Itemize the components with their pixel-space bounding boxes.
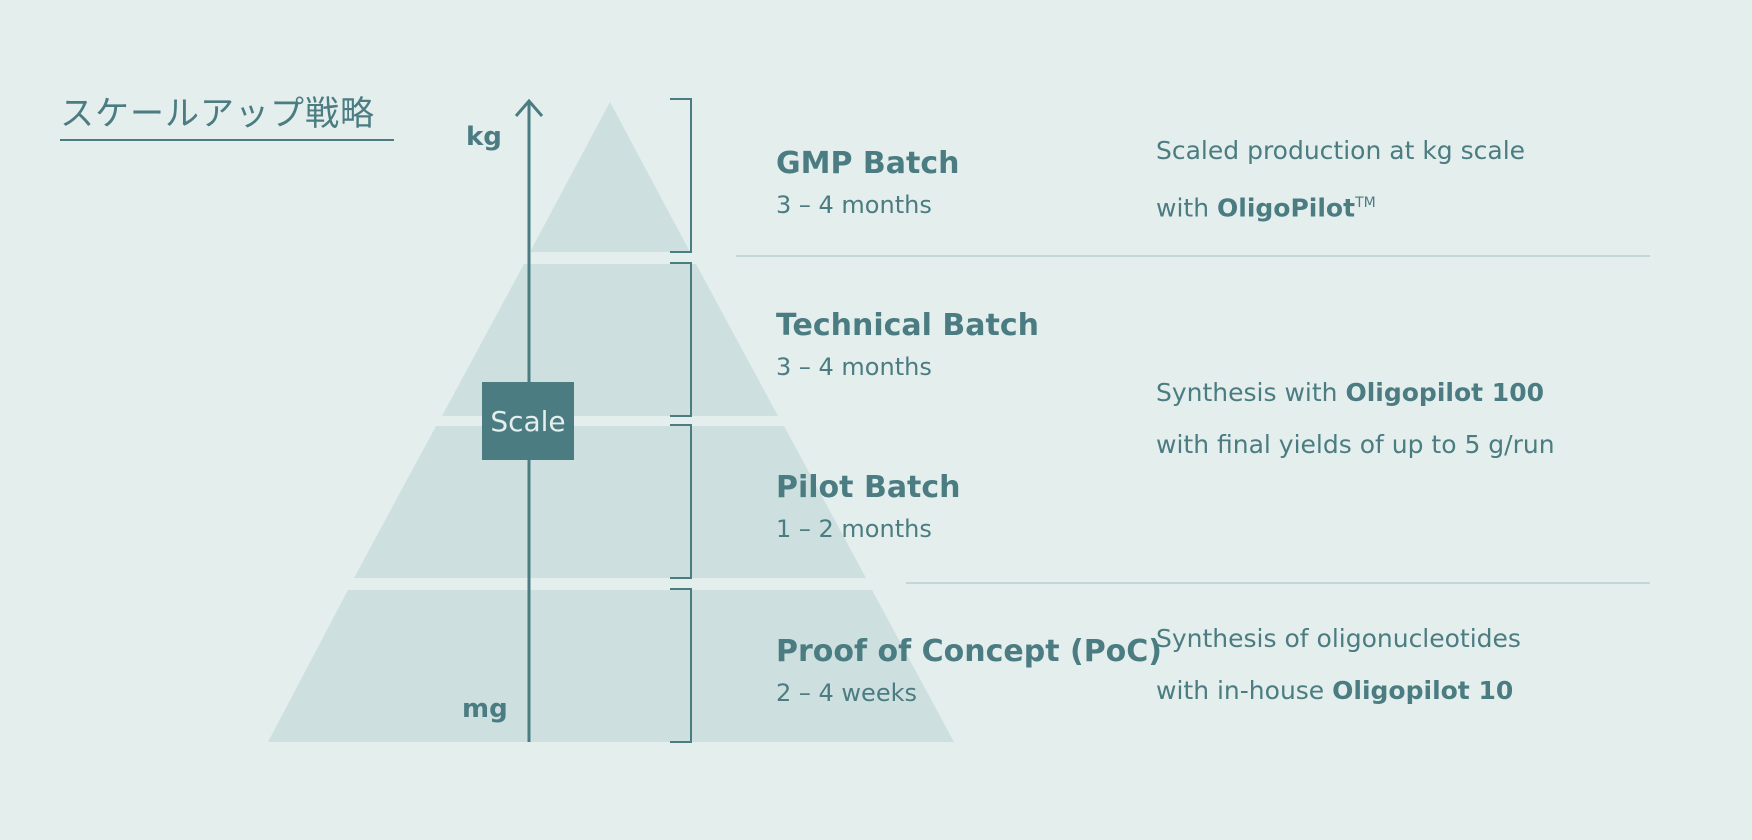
axis-arrowhead-icon <box>514 98 544 117</box>
product-name: Oligopilot 10 <box>1332 676 1514 705</box>
description-technical-pilot: Synthesis with Oligopilot 100 with final… <box>1156 367 1555 471</box>
description-gmp-line2: with OligoPilotTM <box>1156 193 1376 223</box>
bracket-pilot <box>670 424 692 579</box>
pyramid-tier-pilot <box>354 426 866 578</box>
page-title: スケールアップ戦略 <box>60 94 375 134</box>
tier-duration-technical: 3 – 4 months <box>776 353 932 381</box>
title-underline <box>60 139 394 141</box>
description-technical-pilot-line2: with final yields of up to 5 g/run <box>1156 430 1555 459</box>
divider-lower <box>906 582 1650 584</box>
tier-name-poc: Proof of Concept (PoC) <box>776 634 1163 669</box>
axis-bottom-label: mg <box>462 694 508 724</box>
bracket-poc <box>670 588 692 743</box>
product-name: OligoPilot <box>1217 193 1356 223</box>
description-technical-pilot-line1: Synthesis with Oligopilot 100 <box>1156 378 1544 407</box>
pyramid-tier-poc <box>268 590 954 742</box>
scale-badge: Scale <box>482 382 574 460</box>
description-gmp-line1: Scaled production at kg scale <box>1156 136 1526 165</box>
bracket-technical <box>670 262 692 417</box>
description-poc-line2: with in-house Oligopilot 10 <box>1156 676 1514 705</box>
description-poc: Synthesis of oligonucleotides with in-ho… <box>1156 613 1521 717</box>
pyramid-tier-gmp <box>530 102 690 252</box>
description-gmp: Scaled production at kg scale with Oligo… <box>1156 125 1525 234</box>
tier-duration-gmp: 3 – 4 months <box>776 191 932 219</box>
axis-top-label: kg <box>466 122 502 152</box>
tier-name-pilot: Pilot Batch <box>776 470 961 505</box>
pyramid-tier-technical <box>442 264 778 416</box>
divider-upper <box>736 255 1650 257</box>
tier-name-technical: Technical Batch <box>776 308 1039 343</box>
tier-duration-poc: 2 – 4 weeks <box>776 679 917 707</box>
product-name: Oligopilot 100 <box>1345 378 1544 407</box>
description-poc-line1: Synthesis of oligonucleotides <box>1156 624 1521 653</box>
tier-duration-pilot: 1 – 2 months <box>776 515 932 543</box>
tier-name-gmp: GMP Batch <box>776 146 960 181</box>
bracket-gmp <box>670 98 692 253</box>
trademark-mark: TM <box>1355 195 1376 211</box>
